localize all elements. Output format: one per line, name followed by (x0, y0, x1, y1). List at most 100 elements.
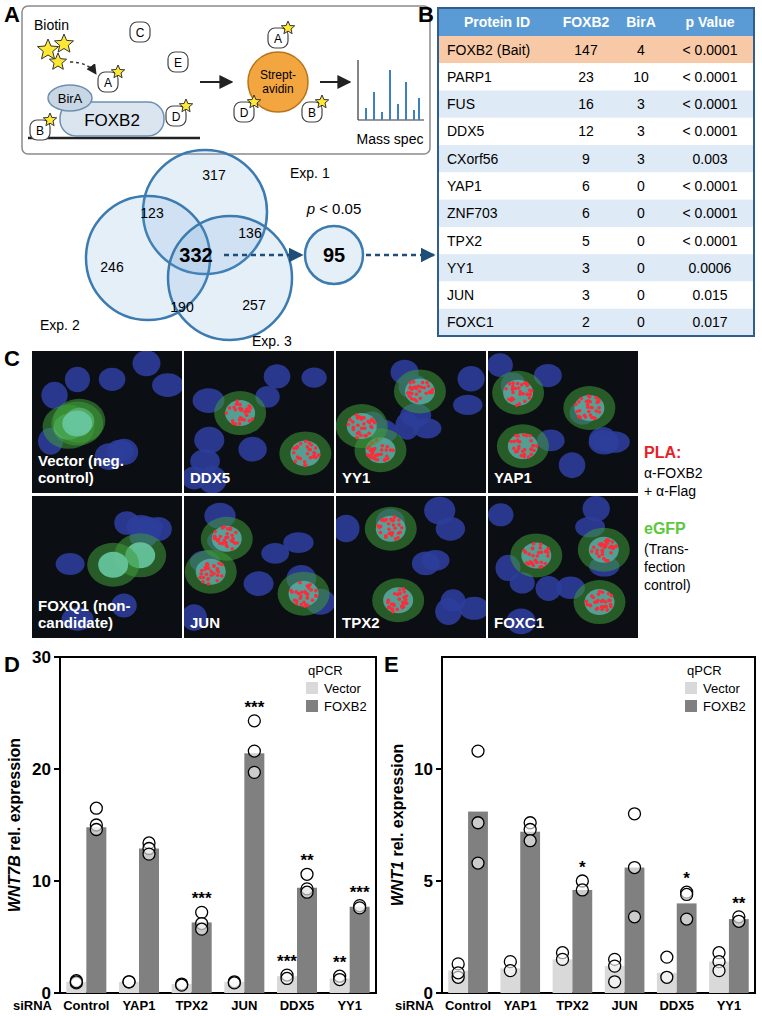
pla-dot (575, 410, 579, 414)
pla-dot (584, 415, 588, 419)
replicate-point (228, 977, 240, 989)
pla-dot (207, 582, 211, 586)
table-column-header: Protein ID (464, 14, 530, 30)
pla-dot (398, 588, 402, 592)
pla-dot (362, 416, 366, 420)
pla-dot (230, 534, 234, 538)
micrograph: TPX2 (333, 496, 490, 638)
pla-dot (370, 418, 374, 422)
replicate-point (472, 857, 484, 869)
panel-c: CVector (neg.control)DDX5YY1YAP1FOXQ1 (n… (4, 346, 703, 638)
replicate-point (354, 902, 366, 914)
pla-dot (384, 518, 388, 522)
venn-set-label: Exp. 1 (290, 165, 330, 181)
pla-dot (391, 610, 395, 614)
table-cell: TPX2 (447, 233, 482, 249)
pla-dot (409, 386, 413, 390)
pla-dot (206, 578, 210, 582)
pla-dot (384, 448, 388, 452)
pla-dot (363, 427, 367, 431)
gfp-nucleus (196, 559, 226, 585)
pla-dot (590, 549, 594, 553)
table-cell: 2 (582, 314, 590, 330)
pla-dot (306, 593, 310, 597)
pla-dot (205, 573, 209, 577)
replicate-point (176, 979, 188, 991)
pla-dot (385, 445, 389, 449)
gfp-nucleus (574, 395, 604, 421)
pla-dot (380, 448, 384, 452)
pla-dot (531, 554, 535, 558)
table-cell: 0.015 (692, 287, 727, 303)
replicate-point (609, 960, 621, 972)
pla-dot (577, 414, 581, 418)
gfp-cell (279, 431, 331, 475)
legend-label: FOXB2 (324, 699, 367, 714)
pla-dot (589, 413, 593, 417)
gfp-cell (563, 386, 615, 430)
table-header (438, 8, 754, 36)
pla-dot (404, 598, 408, 602)
pla-dot (539, 560, 543, 564)
pla-dot (373, 421, 377, 425)
pla-dot (543, 562, 547, 566)
legend-text: (Trans- (644, 541, 689, 557)
pla-dot (238, 422, 242, 426)
micrograph-content (32, 351, 182, 493)
gfp-nucleus (508, 433, 538, 459)
labels: ControlYAP1TPX2***JUN***DDX5*****YY1****… (13, 698, 370, 1013)
table-cell: 6 (582, 178, 590, 194)
readout-label: Mass spec (357, 131, 424, 147)
table-cell: PARP1 (447, 69, 492, 85)
bar (244, 753, 264, 993)
pla-dot (408, 386, 412, 390)
replicate-point (452, 967, 464, 979)
pla-dot (300, 590, 304, 594)
bar (297, 888, 317, 993)
table-cell: FOXC1 (447, 314, 494, 330)
pla-dot (535, 444, 539, 448)
legend-text: + α-Flag (644, 483, 696, 499)
pla-dot (592, 545, 596, 549)
gfp-nucleus (503, 380, 533, 406)
replicate-point (248, 766, 260, 778)
pla-dot (209, 570, 213, 574)
pla-dot (201, 580, 205, 584)
pla-dot (387, 606, 391, 610)
bar (468, 812, 488, 993)
replicate-point (196, 923, 208, 935)
micrograph-content (184, 496, 334, 638)
replicate-point (524, 835, 536, 847)
pla-dot (204, 567, 208, 571)
gfp-nucleus (290, 440, 320, 466)
plot-frame (442, 657, 755, 993)
table-cell: 0.017 (692, 314, 727, 330)
pla-dot (529, 447, 533, 451)
pla-dot (609, 605, 613, 609)
y-tick (436, 880, 442, 882)
bar (86, 827, 106, 993)
pla-dot (294, 590, 298, 594)
pla-dot (418, 389, 422, 393)
significance: ** (732, 894, 746, 913)
gfp-cell (365, 507, 417, 551)
table-cell: < 0.0001 (683, 123, 738, 139)
pla-dot (386, 457, 390, 461)
protein-label: D (172, 110, 181, 124)
micrograph: DDX5 (182, 351, 334, 494)
pla-dot (522, 549, 526, 553)
bead-label: Strept- (260, 68, 296, 82)
pla-dot (592, 596, 596, 600)
replicate-point (334, 974, 346, 986)
micrograph-background (184, 351, 334, 493)
legend-title: PLA: (644, 444, 681, 461)
pla-dot (299, 603, 303, 607)
pla-dot (222, 525, 226, 529)
replicate-point (472, 817, 484, 829)
replicate-point (143, 848, 155, 860)
venn-count: 123 (140, 205, 164, 221)
pla-dot (577, 400, 581, 404)
pla-dot (540, 565, 544, 569)
table-cell: 23 (578, 69, 594, 85)
micrograph-content (336, 496, 486, 638)
